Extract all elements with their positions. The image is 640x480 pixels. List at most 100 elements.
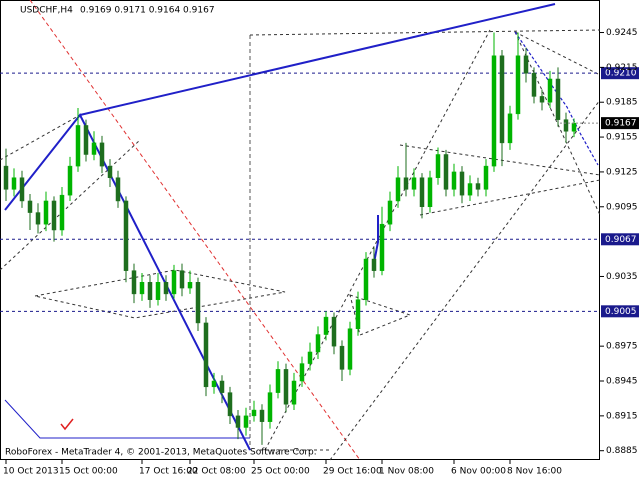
candle-body <box>91 142 97 155</box>
candle-body <box>467 183 473 196</box>
candle-body <box>275 369 281 393</box>
candle-body <box>355 299 361 329</box>
candle-body <box>387 200 393 225</box>
candle-body <box>267 392 273 422</box>
x-tick-label: 29 Oct 16:00 <box>323 467 382 477</box>
candle-body <box>219 380 225 393</box>
candle-body <box>51 200 57 231</box>
level-label: 0.9210 <box>605 69 637 79</box>
candle-body <box>483 165 489 190</box>
candle-body <box>115 177 121 202</box>
wave-line <box>4 399 250 439</box>
check-icon <box>60 418 74 431</box>
candle-body <box>99 142 105 167</box>
candle-body <box>315 334 321 353</box>
y-tick-label: 0.8915 <box>606 411 638 421</box>
candle-body <box>243 415 249 428</box>
candle-body <box>27 200 33 213</box>
candle-body <box>203 322 209 388</box>
dash-line <box>249 29 601 36</box>
x-tick-label: 1 Nov 08:00 <box>379 467 434 477</box>
candle-body <box>339 345 345 370</box>
y-tick-label: 0.9035 <box>606 272 638 282</box>
dash-line <box>399 144 601 176</box>
candle-body <box>235 415 241 428</box>
x-tick-label: 17 Oct 16:00 <box>139 467 198 477</box>
candle-body <box>251 409 257 417</box>
y-tick-label: 0.8945 <box>606 377 638 387</box>
candle-body <box>307 351 313 364</box>
candle-body <box>179 270 185 289</box>
y-tick-label: 0.9215 <box>606 63 638 73</box>
candle-body <box>171 270 177 295</box>
price-label: 0.9167 <box>605 119 637 129</box>
candle-body <box>395 177 401 202</box>
candle-body <box>379 223 385 271</box>
candle-body <box>563 119 569 132</box>
analysis-lines <box>0 0 601 461</box>
x-tick-label: 8 Nov 16:00 <box>507 467 562 477</box>
candle-body <box>35 212 41 225</box>
candle-body <box>459 171 465 196</box>
candle-body <box>555 78 561 120</box>
symbol: USDCHF,H4 <box>20 6 73 16</box>
candle-body <box>427 177 433 208</box>
candle-body <box>411 177 417 190</box>
dash-line <box>0 139 141 271</box>
y-tick-label: 0.9155 <box>606 133 638 143</box>
dash-line <box>419 179 601 216</box>
candle-body <box>363 258 369 300</box>
candle-body <box>75 125 81 167</box>
candle-body <box>299 363 305 382</box>
candle-body <box>475 183 481 190</box>
candle-body <box>499 55 505 144</box>
candle-body <box>147 282 153 300</box>
candle-body <box>531 72 537 97</box>
x-tick-label: 25 Oct 00:00 <box>251 467 310 477</box>
candle-body <box>227 392 233 417</box>
candle-body <box>155 282 161 300</box>
candle-body <box>107 165 113 178</box>
candle-body <box>347 328 353 370</box>
candle-body <box>67 165 73 196</box>
candle-body <box>123 200 129 271</box>
level-box <box>601 67 639 80</box>
x-tick-label: 15 Oct 00:00 <box>59 467 118 477</box>
candle-body <box>451 171 457 190</box>
candle-body <box>211 380 217 388</box>
candle-body <box>163 282 169 295</box>
candle-body <box>323 316 329 335</box>
candle-body <box>419 177 425 208</box>
trend-line <box>79 3 556 116</box>
dash-shape <box>34 269 286 319</box>
level-label: 0.9067 <box>605 235 637 245</box>
candle-body <box>571 122 577 132</box>
candle-body <box>131 270 137 295</box>
y-tick-label: 0.9125 <box>606 167 638 177</box>
dash-line <box>329 99 601 461</box>
price-box <box>601 117 639 130</box>
candle-body <box>515 55 521 115</box>
x-tick-label: 6 Nov 00:00 <box>451 467 506 477</box>
candle-body <box>19 177 25 202</box>
candle-body <box>59 194 65 231</box>
candle-body <box>139 282 145 295</box>
candle-body <box>403 177 409 190</box>
level-label: 0.9005 <box>605 307 637 317</box>
candle-body <box>371 258 377 271</box>
y-tick-label: 0.9185 <box>606 98 638 108</box>
candles <box>3 32 577 445</box>
candle-body <box>259 409 265 422</box>
candle-body <box>435 154 441 178</box>
y-tick-label: 0.8975 <box>606 342 638 352</box>
candle-body <box>291 380 297 405</box>
dash-shape <box>349 294 412 336</box>
footer: RoboForex - MetaTrader 4, © 2001-2013, M… <box>5 448 317 458</box>
candle-body <box>195 282 201 324</box>
forecast-line <box>514 31 599 166</box>
y-tick-label: 0.9095 <box>606 202 638 212</box>
candle-body <box>547 78 553 103</box>
dash-line <box>514 31 601 76</box>
candle-body <box>3 165 9 190</box>
